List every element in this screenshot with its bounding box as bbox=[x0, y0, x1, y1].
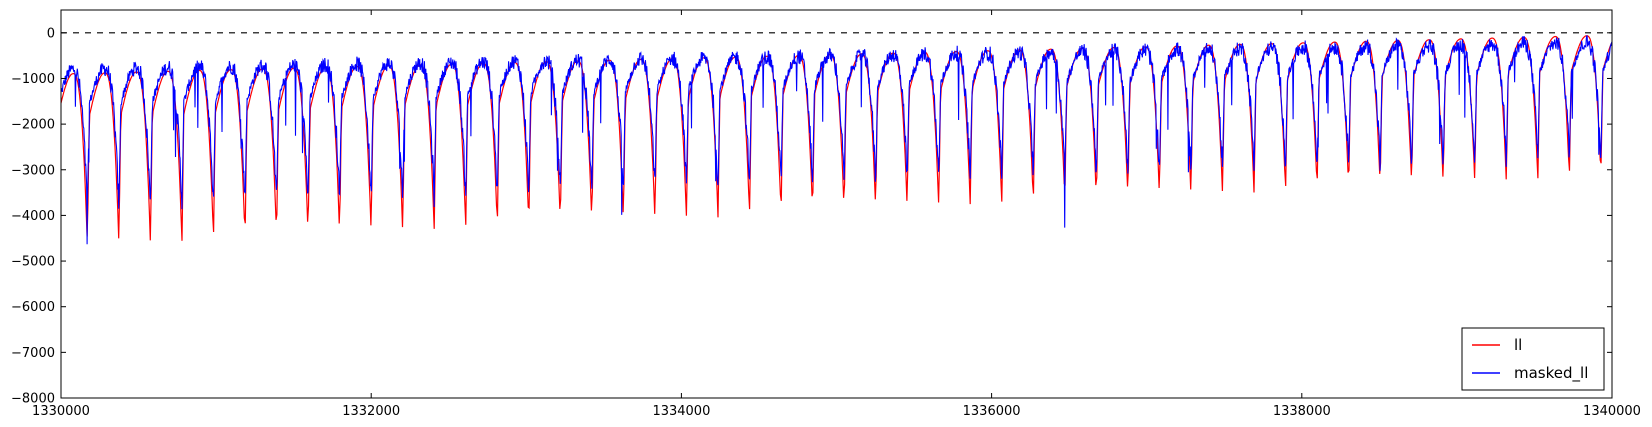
y-tick-label: −6000 bbox=[11, 300, 55, 315]
y-tick-label: −2000 bbox=[11, 118, 55, 133]
y-tick-label: −7000 bbox=[11, 346, 55, 361]
plot-frame bbox=[60, 9, 1613, 399]
legend-label-ll: ll bbox=[1514, 336, 1522, 354]
y-tick-label: 0 bbox=[47, 26, 55, 41]
x-tick-label: 1338000 bbox=[1273, 404, 1331, 419]
y-tick-label: −4000 bbox=[11, 209, 55, 224]
x-tick-label: 1332000 bbox=[342, 404, 400, 419]
y-tick-label: −8000 bbox=[11, 392, 55, 407]
axes-layer: 1330000 1332000 1334000 1336000 1338000 13400… bbox=[11, 9, 1641, 419]
y-tick-label: −1000 bbox=[11, 72, 55, 87]
series-line-masked-ll bbox=[61, 35, 1612, 245]
x-tick-label: 1336000 bbox=[963, 404, 1021, 419]
legend: ll masked_ll bbox=[1461, 327, 1605, 391]
x-tick-label: 1340000 bbox=[1583, 404, 1641, 419]
x-tick-label: 1330000 bbox=[32, 404, 90, 419]
series-layer bbox=[61, 32, 1612, 245]
y-tick-label: −5000 bbox=[11, 255, 55, 270]
legend-box bbox=[1461, 327, 1605, 391]
y-tick-label: −3000 bbox=[11, 163, 55, 178]
x-tick-label: 1334000 bbox=[652, 404, 710, 419]
legend-label-masked-ll: masked_ll bbox=[1514, 364, 1588, 383]
